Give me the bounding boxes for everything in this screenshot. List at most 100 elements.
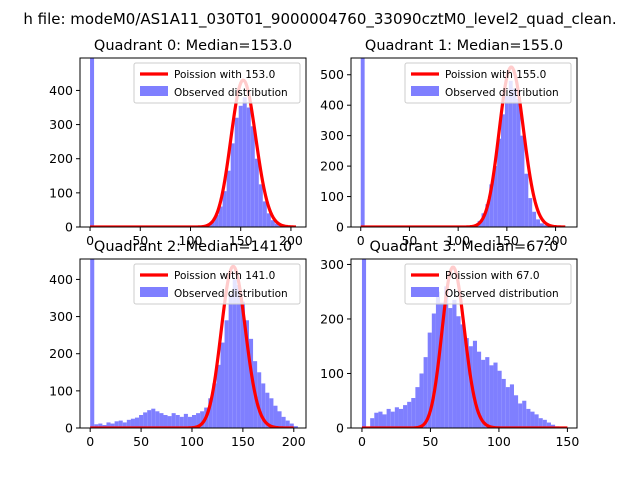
y-tick-label: 400 [49, 272, 73, 287]
histogram-bar [210, 221, 215, 227]
histogram-bar [520, 135, 525, 227]
x-tick-label: 100 [446, 233, 470, 248]
histogram-bar [415, 387, 420, 428]
histogram-bar [289, 423, 294, 428]
histogram-bar [448, 308, 453, 428]
chart-panel-1: 0 50 100 150 200 0 100 200 300 400 500 Quadrant 1: … [320, 38, 578, 248]
legend-entry-observed: Observed distribution [174, 87, 288, 99]
histogram-bar [220, 342, 225, 428]
histogram-bar [214, 215, 219, 227]
histogram-bar [94, 424, 99, 428]
histogram-bar [134, 417, 140, 428]
histogram-bar [504, 96, 509, 227]
histogram-bar [118, 420, 123, 428]
histogram-bar [456, 316, 461, 428]
legend-patch-swatch [140, 86, 168, 96]
histogram-bar [281, 416, 286, 428]
y-tick-label: 300 [49, 309, 73, 324]
y-tick-label: 0 [65, 220, 73, 235]
y-tick-label: 100 [320, 366, 344, 381]
legend-box [404, 62, 572, 104]
histogram-bar [242, 97, 247, 227]
y-tick-label: 100 [320, 189, 344, 204]
histogram-bar [228, 294, 233, 428]
histogram-bar [208, 398, 213, 428]
histogram-bar [546, 422, 551, 428]
histogram-bar [452, 299, 457, 428]
histogram-bar [460, 324, 465, 428]
legend: Poission with 155.0 Observed distribution [404, 62, 572, 104]
x-tick-label: 50 [401, 233, 417, 248]
x-tick-label: 200 [544, 233, 568, 248]
histogram-bar [513, 395, 519, 428]
legend-entry-poisson: Poission with 67.0 [445, 270, 540, 282]
histogram-bar [274, 223, 279, 227]
histogram-bar [167, 416, 172, 428]
histogram-bar [464, 338, 469, 428]
histogram-bar [501, 114, 505, 227]
histogram-bar [126, 419, 131, 428]
histogram-bar [155, 411, 160, 428]
histogram-bar [516, 99, 521, 227]
x-tick-label: 200 [282, 434, 306, 449]
histogram-bar [485, 357, 490, 428]
legend-box [133, 263, 301, 305]
y-tick-label: 200 [49, 151, 73, 166]
histogram-bar [382, 414, 387, 428]
histogram-bar [143, 412, 148, 428]
histogram-bar [532, 211, 537, 227]
histogram-bar [508, 80, 513, 227]
histogram-bar [419, 373, 424, 428]
x-tick-label: 50 [133, 434, 149, 449]
x-tick-label: 0 [358, 434, 366, 449]
histogram-bar [477, 351, 482, 428]
x-tick-label: 0 [86, 233, 94, 248]
axes-frame [350, 258, 578, 429]
y-tick-label: 200 [320, 311, 344, 326]
histogram-bar [90, 259, 95, 428]
histogram-bar [526, 408, 531, 428]
poisson-curve [361, 265, 568, 428]
histogram-bar [493, 362, 498, 428]
histogram-bar [236, 285, 241, 428]
histogram-bar [285, 420, 290, 428]
legend-entry-poisson: Poission with 155.0 [445, 69, 546, 81]
subplot-title: Quadrant 0: Median=153.0 [94, 38, 292, 54]
histogram-bar [90, 58, 95, 227]
y-tick-label: 500 [320, 67, 344, 82]
x-tick-label: 50 [422, 434, 438, 449]
legend-entry-poisson: Poission with 153.0 [174, 69, 275, 81]
histogram-bar [114, 421, 119, 428]
histogram-bar [151, 408, 156, 428]
histogram-bar [538, 418, 543, 428]
legend-entry-observed: Observed distribution [445, 288, 559, 300]
axes-frame [79, 57, 307, 228]
histogram-bar [370, 418, 375, 428]
histogram-bar [518, 403, 523, 428]
legend-entry-observed: Observed distribution [174, 288, 288, 300]
histogram-bar [361, 259, 367, 428]
histogram-bar [230, 143, 235, 227]
histogram-bar [270, 220, 275, 227]
histogram-bar [427, 332, 432, 428]
y-tick-label: 0 [336, 421, 344, 436]
histogram-bar [258, 184, 263, 227]
histogram-bar [378, 411, 383, 428]
histogram-bar [183, 413, 188, 428]
histogram-bar [110, 423, 115, 428]
histogram-bar [530, 411, 535, 428]
histogram-bar [175, 415, 180, 428]
axes-frame [79, 258, 307, 429]
histogram-bar [246, 107, 251, 227]
y-tick-label: 0 [65, 421, 73, 436]
histogram-bar [277, 411, 282, 428]
histogram-bar [528, 198, 533, 227]
histogram-bar [257, 372, 262, 428]
y-tick-label: 200 [49, 346, 73, 361]
axes-frame [350, 57, 578, 228]
histogram-bar [390, 411, 395, 428]
histogram-bar [159, 413, 164, 428]
x-tick-label: 200 [279, 233, 303, 248]
histogram-bar [536, 219, 540, 227]
y-tick-label: 400 [49, 83, 73, 98]
